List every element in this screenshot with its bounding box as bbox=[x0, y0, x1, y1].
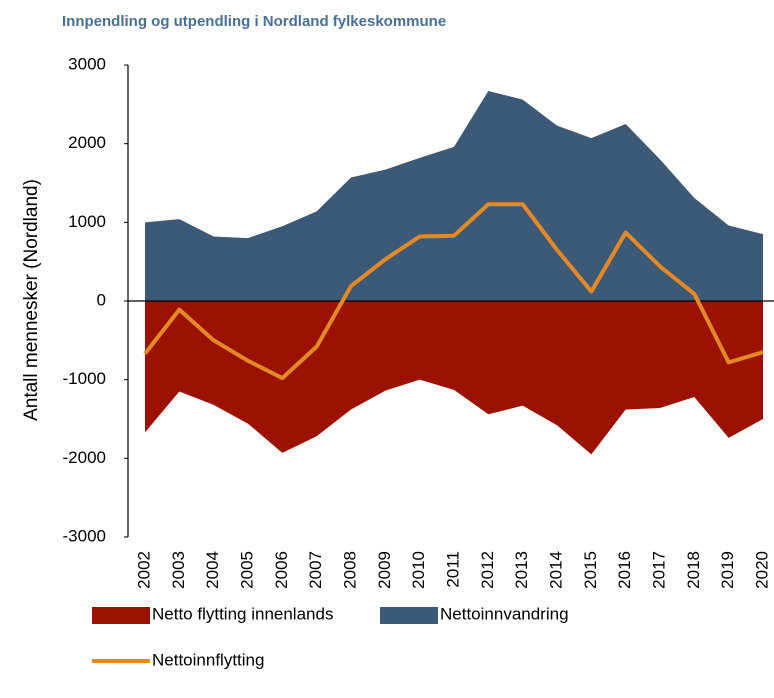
area bbox=[145, 301, 763, 455]
y-tick-label: 1000 bbox=[68, 212, 106, 231]
y-tick-label: -1000 bbox=[63, 369, 106, 388]
x-tick-label: 2020 bbox=[752, 551, 771, 589]
y-axis-label: Antall mennesker (Nordland) bbox=[21, 179, 42, 421]
x-tick-label: 2008 bbox=[340, 551, 359, 589]
legend-label: Nettoinnflytting bbox=[152, 650, 264, 669]
y-tick-label: -2000 bbox=[63, 448, 106, 467]
x-tick-label: 2018 bbox=[684, 551, 703, 589]
area bbox=[145, 90, 763, 302]
x-tick-label: 2016 bbox=[615, 551, 634, 589]
y-tick-label: -3000 bbox=[63, 526, 106, 545]
x-tick-label: 2003 bbox=[169, 551, 188, 589]
x-tick-label: 2013 bbox=[512, 551, 531, 589]
x-tick-label: 2005 bbox=[237, 551, 256, 589]
legend-label: Nettoinnvandring bbox=[440, 604, 569, 623]
x-tick-label: 2019 bbox=[718, 551, 737, 589]
x-tick-label: 2006 bbox=[272, 551, 291, 589]
x-tick-label: 2007 bbox=[306, 551, 325, 589]
x-tick-label: 2015 bbox=[581, 551, 600, 589]
legend-swatch bbox=[92, 607, 150, 624]
y-tick-label: 3000 bbox=[68, 54, 106, 73]
x-tick-label: 2004 bbox=[203, 551, 222, 589]
legend-label: Netto flytting innenlands bbox=[152, 604, 333, 623]
chart-title: Innpendling og utpendling i Nordland fyl… bbox=[62, 13, 446, 30]
x-tick-label: 2011 bbox=[443, 551, 462, 588]
x-tick-label: 2002 bbox=[134, 551, 153, 589]
line bbox=[143, 202, 764, 381]
legend-swatch bbox=[380, 607, 438, 624]
y-tick-label: 2000 bbox=[68, 133, 106, 152]
y-tick-label: 0 bbox=[97, 290, 106, 309]
x-tick-label: 2014 bbox=[546, 551, 565, 589]
x-tick-label: 2010 bbox=[409, 551, 428, 589]
x-tick-label: 2012 bbox=[478, 551, 497, 589]
x-tick-label: 2009 bbox=[375, 551, 394, 589]
x-tick-label: 2017 bbox=[649, 551, 668, 589]
